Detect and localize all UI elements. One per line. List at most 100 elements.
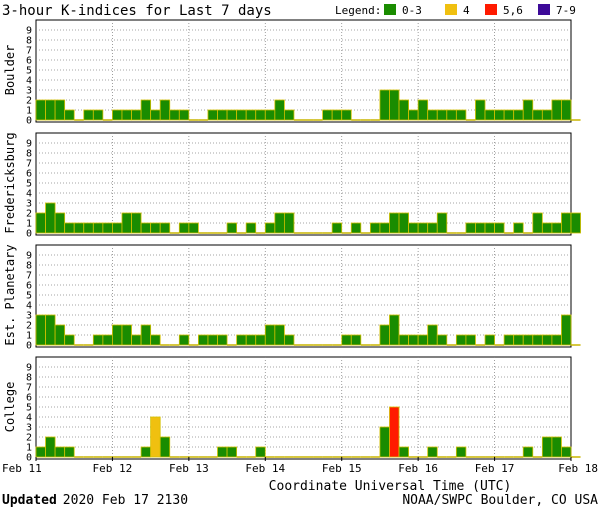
bar — [561, 99, 572, 121]
bar — [494, 109, 505, 121]
bar — [226, 446, 238, 458]
y-tick-label: 0 — [26, 453, 32, 464]
bar — [341, 334, 352, 346]
y-tick-label: 3 — [26, 86, 32, 97]
bar — [178, 222, 190, 234]
panel-frame — [35, 244, 572, 348]
bar — [503, 109, 515, 121]
y-tick-label: 1 — [26, 219, 32, 230]
panel-frame — [35, 19, 572, 123]
y-tick-label: 0 — [26, 116, 32, 127]
bar — [140, 446, 152, 458]
bar — [389, 406, 400, 458]
y-tick-label: 0 — [26, 341, 32, 352]
bar — [112, 222, 123, 234]
bar — [561, 212, 572, 234]
bar — [379, 324, 390, 346]
bar — [379, 426, 390, 458]
bar — [45, 314, 56, 346]
y-tick-label: 4 — [26, 301, 32, 312]
bar — [570, 212, 581, 234]
panels: 0123456789Boulder0123456789Fredericksbur… — [3, 19, 581, 464]
y-tick-label: 0 — [26, 229, 32, 240]
bar — [178, 109, 190, 121]
y-tick-label: 6 — [26, 169, 32, 180]
bar — [140, 222, 152, 234]
y-tick-label: 8 — [26, 261, 32, 272]
bar — [121, 212, 132, 234]
bar — [522, 446, 534, 458]
bar — [150, 109, 161, 121]
bar — [159, 99, 171, 121]
bar — [83, 222, 94, 234]
x-tick-label: Feb 18 — [558, 462, 598, 475]
bar — [140, 99, 152, 121]
bar — [436, 212, 448, 234]
bar — [331, 109, 343, 121]
bar — [532, 109, 543, 121]
bar — [455, 109, 467, 121]
bar — [417, 99, 429, 121]
bar — [551, 436, 562, 458]
bar — [150, 222, 161, 234]
bar — [532, 334, 543, 346]
bar — [45, 99, 56, 121]
bar — [131, 334, 142, 346]
bar — [54, 446, 66, 458]
y-tick-label: 3 — [26, 199, 32, 210]
y-tick-label: 1 — [26, 331, 32, 342]
bar — [484, 334, 495, 346]
bar — [226, 109, 238, 121]
bar — [436, 334, 448, 346]
y-tick-label: 7 — [26, 383, 32, 394]
bar — [169, 109, 180, 121]
bar — [255, 334, 266, 346]
bar — [417, 222, 429, 234]
x-tick-label: Feb 12 — [93, 462, 133, 475]
bar — [513, 334, 524, 346]
bar — [92, 222, 104, 234]
bar — [121, 324, 132, 346]
bar — [541, 222, 553, 234]
bar — [274, 324, 285, 346]
bar — [54, 212, 66, 234]
bar — [245, 109, 257, 121]
bar — [408, 109, 419, 121]
bar — [264, 109, 276, 121]
bar — [112, 109, 123, 121]
bar — [274, 99, 285, 121]
updated-line: Updated 2020 Feb 17 2130 — [2, 493, 188, 508]
bar — [236, 109, 247, 121]
bar — [379, 89, 390, 121]
bar — [217, 109, 228, 121]
x-tick-label: Feb 14 — [245, 462, 285, 475]
bar — [54, 99, 66, 121]
bar — [255, 109, 266, 121]
x-axis-label: Coordinate Universal Time (UTC) — [269, 479, 512, 494]
y-tick-label: 8 — [26, 149, 32, 160]
bar — [150, 334, 161, 346]
legend-swatch-7-9 — [538, 4, 550, 15]
y-tick-label: 6 — [26, 281, 32, 292]
y-tick-label: 7 — [26, 271, 32, 282]
bar — [54, 324, 66, 346]
bar — [398, 446, 409, 458]
legend-entry-5-6: 5,6 — [503, 4, 523, 17]
y-tick-label: 5 — [26, 291, 32, 302]
bar — [513, 222, 524, 234]
bar — [427, 446, 438, 458]
bar — [532, 212, 543, 234]
bar — [484, 222, 495, 234]
bar — [264, 222, 276, 234]
bar — [159, 222, 171, 234]
bar — [522, 99, 534, 121]
bar — [331, 222, 343, 234]
bar — [245, 222, 257, 234]
bar — [198, 334, 209, 346]
bar — [226, 222, 238, 234]
y-tick-label: 5 — [26, 179, 32, 190]
legend-swatch-5-6 — [485, 4, 497, 15]
